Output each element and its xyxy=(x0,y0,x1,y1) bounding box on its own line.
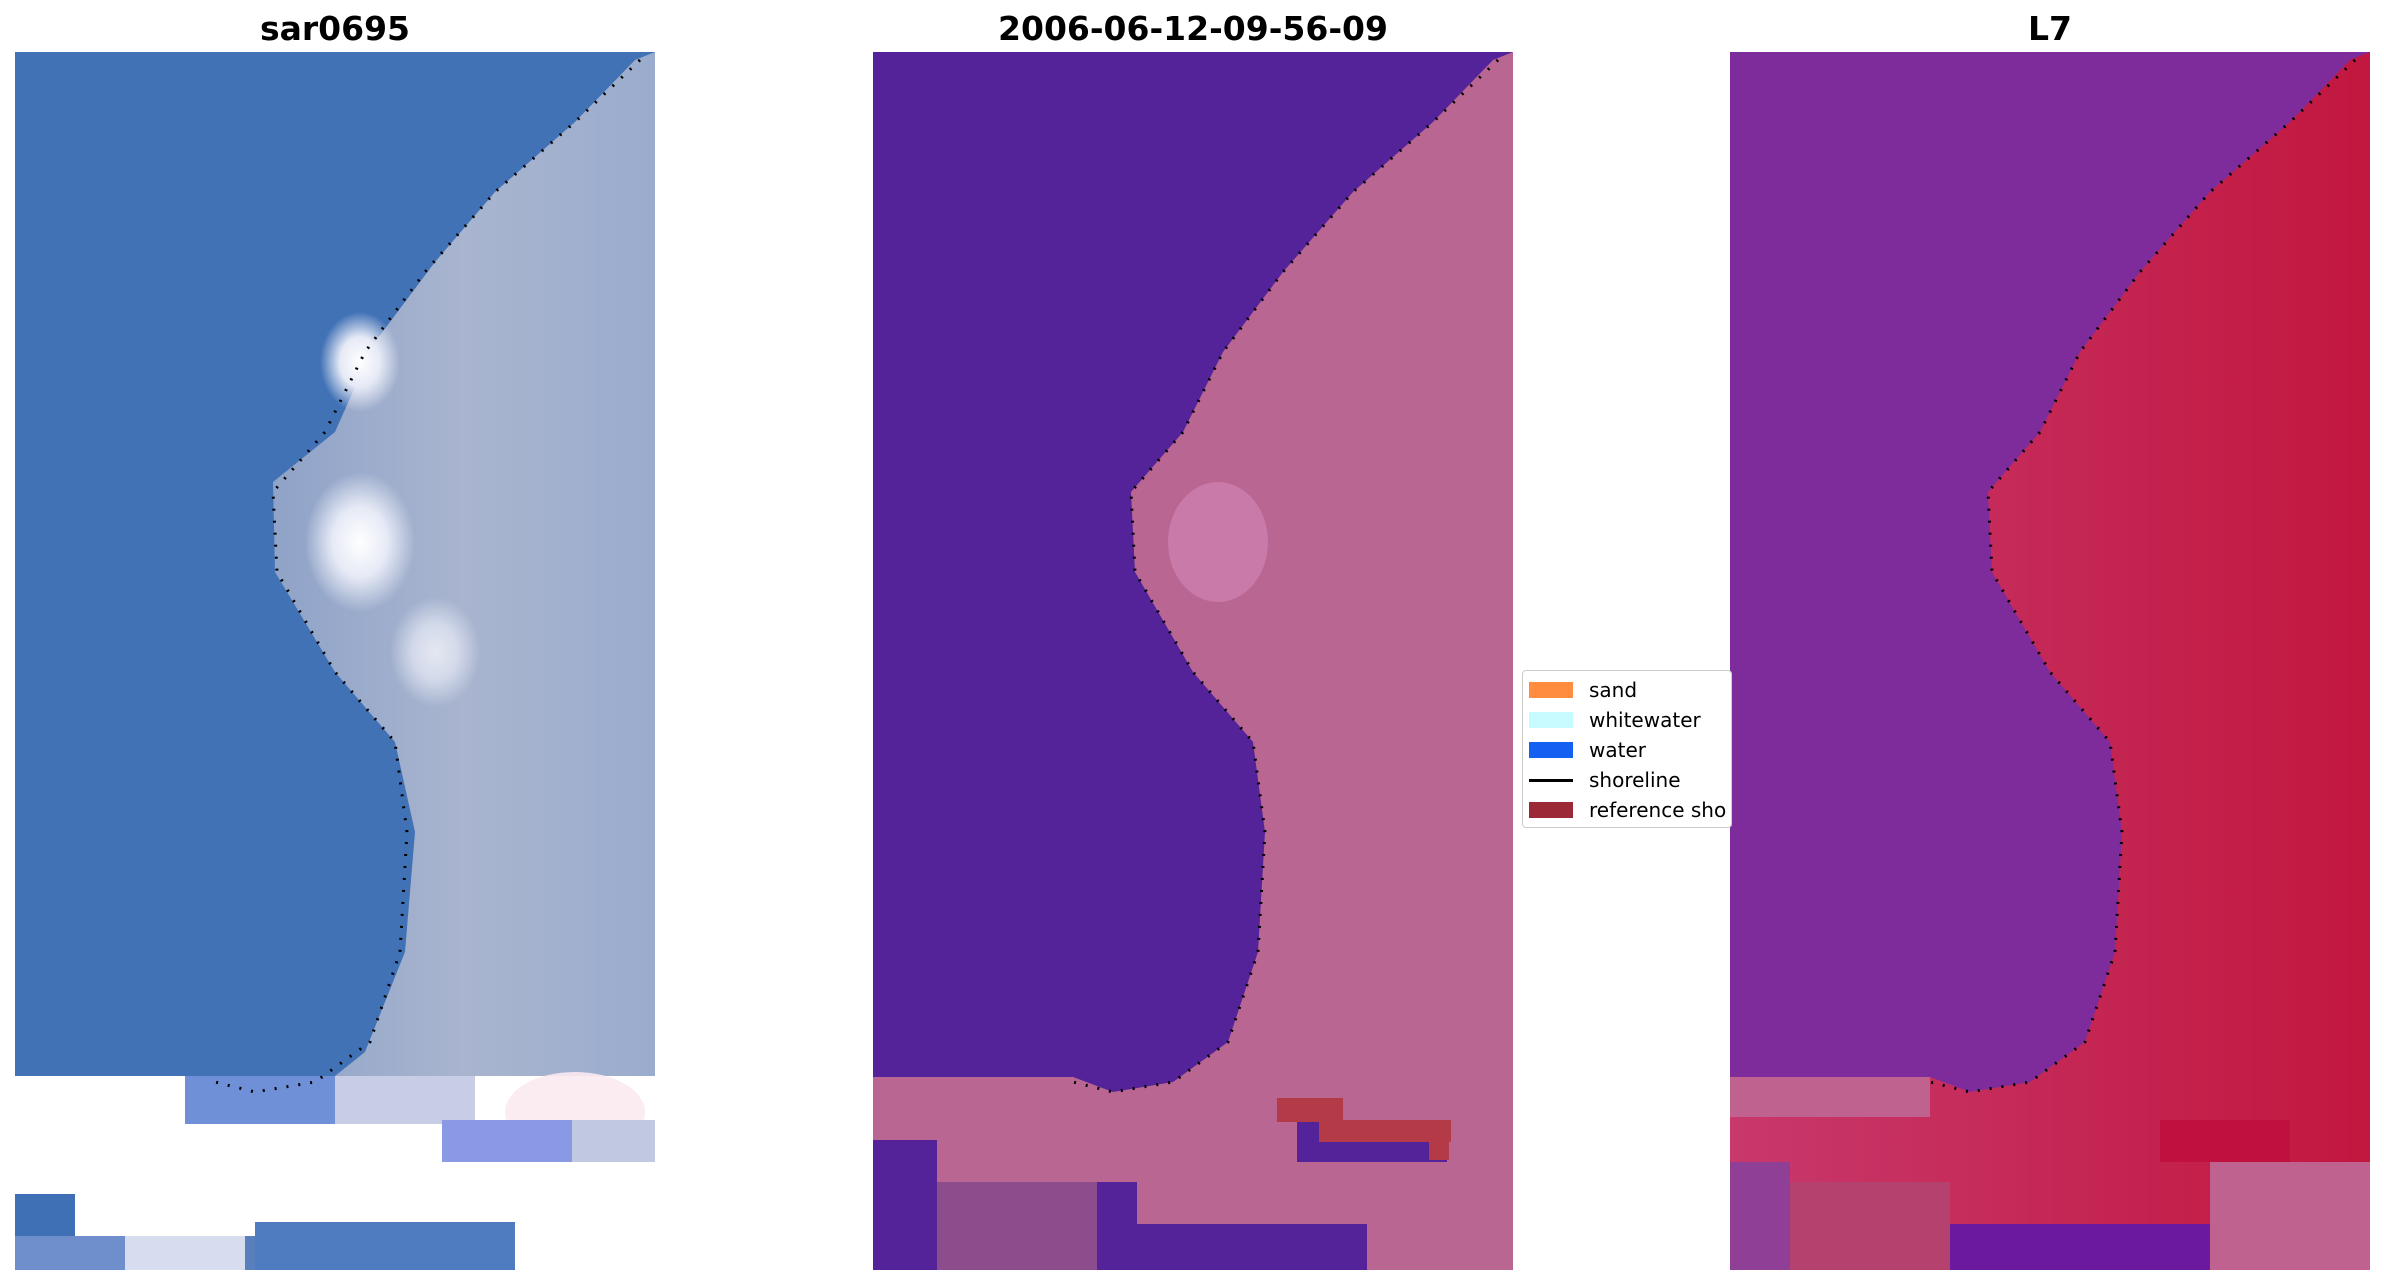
sand-swatch xyxy=(1529,682,1573,698)
index-image xyxy=(1730,52,2370,1270)
legend-item-shoreline: shoreline xyxy=(1529,765,1681,795)
classification-image xyxy=(873,52,1513,1270)
legend-label-whitewater: whitewater xyxy=(1589,708,1701,732)
legend-label-shoreline: shoreline xyxy=(1589,768,1681,792)
legend-item-sand: sand xyxy=(1529,675,1637,705)
legend-label-sand: sand xyxy=(1589,678,1638,702)
legend-label-reference-shoreline: reference sho xyxy=(1589,798,1727,822)
legend-item-whitewater: whitewater xyxy=(1529,705,1701,735)
detected-shoreline xyxy=(214,58,642,1094)
land-index-area xyxy=(1730,52,2370,1270)
legend-item-water: water xyxy=(1529,735,1646,765)
rgb-image-panel xyxy=(15,52,655,1270)
panel-title-rgb: sar0695 xyxy=(259,9,411,48)
shoreline-swatch xyxy=(1529,778,1573,782)
classification-panel xyxy=(873,52,1513,1270)
legend-item-reference-shoreline: reference sho xyxy=(1529,795,1726,825)
detected-shoreline xyxy=(1072,58,1500,1094)
land-class-area xyxy=(873,52,1513,1270)
legend-label-water: water xyxy=(1589,738,1646,762)
rgb-image xyxy=(15,52,655,1270)
detected-shoreline xyxy=(1929,58,2357,1094)
water-swatch xyxy=(1529,742,1573,758)
legend: sand whitewater water shoreline referenc… xyxy=(1522,670,1732,828)
index-panel xyxy=(1730,52,2370,1270)
reference-shoreline-swatch xyxy=(1529,802,1573,818)
panel-title-index: L7 xyxy=(2028,9,2072,48)
panel-title-classification: 2006-06-12-09-56-09 xyxy=(998,9,1388,48)
land-area xyxy=(273,52,655,1076)
reference-shoreline-area xyxy=(1277,1098,1343,1122)
whitewater-swatch xyxy=(1529,712,1573,728)
